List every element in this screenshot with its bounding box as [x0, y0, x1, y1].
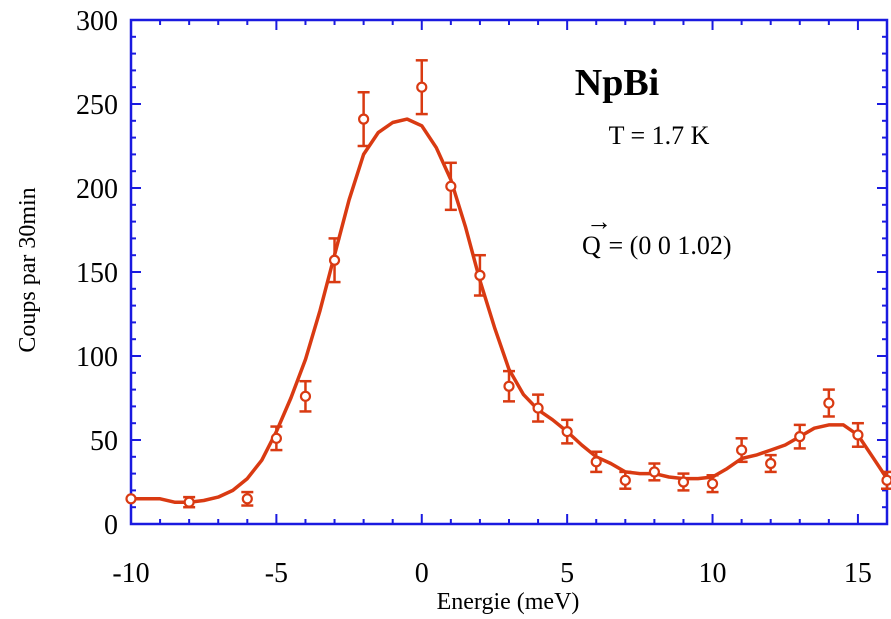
data-marker: [881, 474, 891, 486]
x-tick-label: -5: [265, 558, 288, 589]
fit-curve-group: [129, 117, 889, 504]
data-marker: [328, 254, 341, 266]
q-symbol: Q: [582, 231, 601, 260]
data-point: [561, 418, 574, 445]
axis-ticks: [130, 19, 888, 525]
y-tick-label: 50: [90, 426, 118, 457]
data-marker: [765, 457, 777, 470]
data-marker: [590, 456, 602, 468]
data-marker: [823, 397, 835, 409]
data-point: [125, 493, 137, 505]
data-point: [590, 450, 603, 474]
x-tick-label: -10: [112, 558, 149, 589]
q-vector-annotation: → Q = (0 0 1.02): [582, 207, 731, 260]
y-axis-title: Coups par 30min: [15, 187, 41, 352]
x-tick-label: 5: [560, 558, 574, 589]
data-marker: [416, 81, 428, 93]
data-point: [619, 470, 632, 490]
y-tick-label: 100: [76, 342, 118, 373]
data-marker: [503, 380, 515, 392]
data-marker: [852, 429, 864, 441]
data-point: [677, 472, 690, 492]
x-tick-label: 15: [844, 558, 872, 589]
data-marker: [561, 426, 573, 438]
data-point: [706, 474, 719, 494]
data-marker: [648, 466, 660, 478]
data-points-group: [125, 59, 891, 509]
data-point: [270, 425, 283, 452]
data-point: [503, 369, 515, 403]
data-marker: [125, 493, 137, 505]
y-tick-label: 250: [76, 90, 118, 121]
data-point: [299, 379, 312, 413]
y-tick-label: 150: [76, 258, 118, 289]
data-point: [851, 421, 864, 448]
data-point: [822, 388, 835, 418]
data-marker: [299, 390, 312, 402]
data-point: [241, 490, 254, 507]
data-point: [881, 470, 891, 490]
data-point: [735, 437, 748, 464]
data-marker: [241, 493, 253, 505]
data-point: [183, 495, 196, 509]
data-marker: [474, 269, 486, 281]
data-point: [328, 237, 341, 284]
data-point: [415, 59, 428, 116]
data-marker: [736, 444, 748, 456]
q-value: = (0 0 1.02): [602, 231, 731, 260]
data-point: [532, 393, 545, 423]
x-tick-label: 10: [699, 558, 727, 589]
q-arrow-icon: →: [586, 207, 612, 236]
data-point: [444, 161, 457, 212]
data-marker: [183, 496, 195, 508]
y-tick-label: 300: [76, 6, 118, 37]
data-point: [764, 453, 777, 474]
x-axis-title: Energie (meV): [437, 589, 580, 615]
fit-curve: [129, 117, 889, 504]
data-marker: [677, 476, 690, 488]
data-marker: [270, 432, 282, 444]
temperature-annotation: T = 1.7 K: [609, 121, 710, 150]
data-marker: [794, 431, 806, 443]
data-marker: [532, 402, 544, 414]
data-point: [648, 462, 661, 482]
data-marker: [445, 180, 457, 192]
data-marker: [706, 478, 719, 490]
data-marker: [358, 113, 370, 125]
data-point: [793, 423, 806, 450]
data-marker: [619, 474, 631, 486]
data-point: [473, 253, 486, 297]
x-tick-label: 0: [415, 558, 429, 589]
y-tick-label: 200: [76, 174, 118, 205]
y-tick-label: 0: [104, 510, 118, 541]
sample-name-annotation: NpBi: [575, 62, 659, 104]
data-point: [357, 90, 370, 148]
